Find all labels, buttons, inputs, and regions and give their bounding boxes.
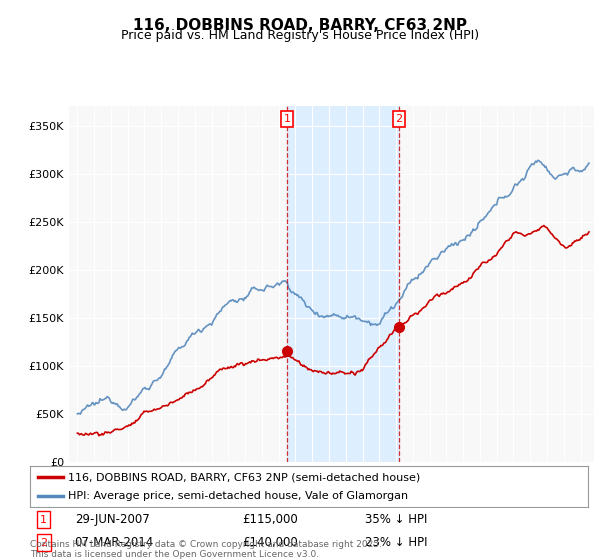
Text: 116, DOBBINS ROAD, BARRY, CF63 2NP (semi-detached house): 116, DOBBINS ROAD, BARRY, CF63 2NP (semi… <box>68 473 420 482</box>
Text: Contains HM Land Registry data © Crown copyright and database right 2025.
This d: Contains HM Land Registry data © Crown c… <box>30 540 382 559</box>
Text: 07-MAR-2014: 07-MAR-2014 <box>74 536 154 549</box>
Text: £140,000: £140,000 <box>242 536 298 549</box>
Text: 2: 2 <box>40 538 47 548</box>
Text: Price paid vs. HM Land Registry's House Price Index (HPI): Price paid vs. HM Land Registry's House … <box>121 29 479 42</box>
Text: 2: 2 <box>395 114 403 124</box>
Text: HPI: Average price, semi-detached house, Vale of Glamorgan: HPI: Average price, semi-detached house,… <box>68 491 408 501</box>
Text: 116, DOBBINS ROAD, BARRY, CF63 2NP: 116, DOBBINS ROAD, BARRY, CF63 2NP <box>133 18 467 33</box>
Text: 23% ↓ HPI: 23% ↓ HPI <box>365 536 427 549</box>
Bar <box>287 106 399 462</box>
Text: 1: 1 <box>283 114 290 124</box>
Text: £115,000: £115,000 <box>242 513 298 526</box>
Text: 1: 1 <box>40 515 47 525</box>
Text: 35% ↓ HPI: 35% ↓ HPI <box>365 513 427 526</box>
Text: 29-JUN-2007: 29-JUN-2007 <box>74 513 149 526</box>
